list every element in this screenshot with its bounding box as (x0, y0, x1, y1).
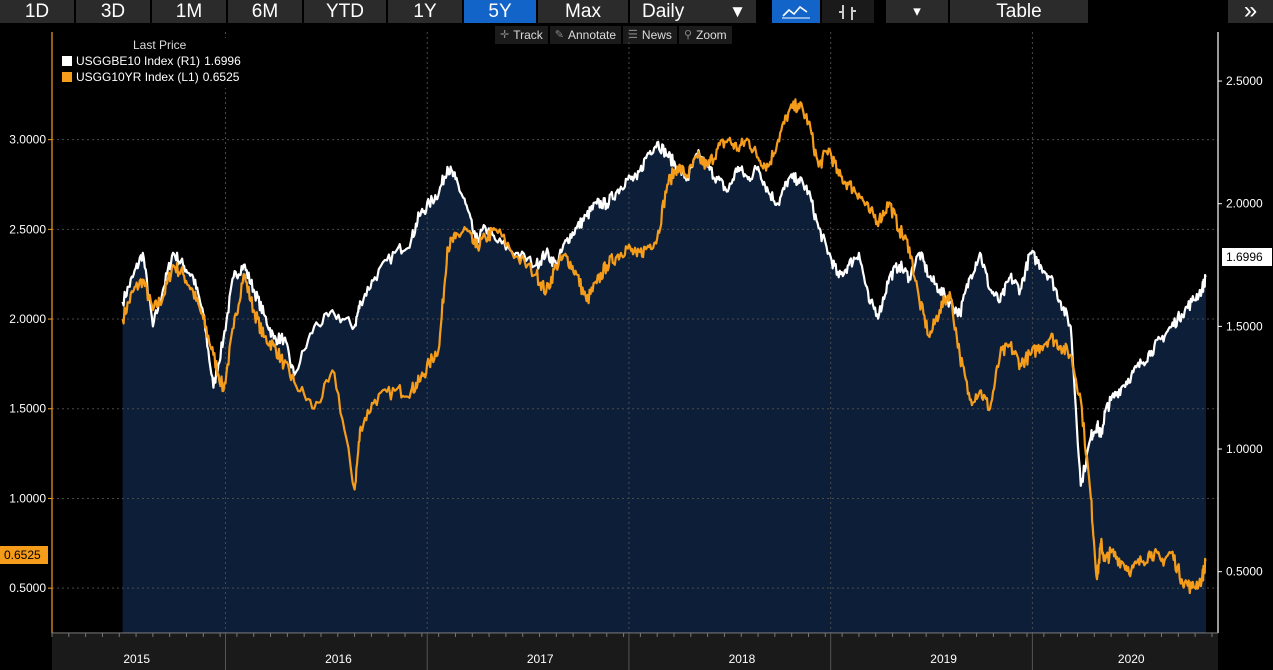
right-tick-label: 1.0000 (1226, 442, 1263, 456)
price-chart[interactable]: 3.0000 2.5000 2.0000 1.5000 1.0000 0.5000 2.50… (0, 24, 1273, 670)
left-tick-label: 2.5000 (9, 222, 46, 236)
series-line-usgg10yr[interactable] (121, 98, 1207, 595)
range-ytd-button[interactable]: YTD (304, 0, 386, 23)
legend-header: Last Price (133, 38, 187, 52)
legend-series-name: USGGBE10 Index (R1) (76, 53, 201, 68)
range-1d-button[interactable]: 1D (0, 0, 74, 23)
orange-swatch-icon (62, 71, 72, 82)
bar-chart-icon[interactable] (822, 0, 874, 23)
left-tick-label: 1.5000 (9, 402, 46, 416)
range-1y-button[interactable]: 1Y (388, 0, 462, 23)
x-tick-label: 2020 (1118, 652, 1145, 666)
x-tick-label: 2019 (930, 652, 957, 666)
annotate-label: Annotate (568, 28, 617, 42)
toolbar: 1D 3D 1M 6M YTD 1Y 5Y Max Daily ▼ ▾ Tabl… (0, 0, 1273, 24)
chart-menu-dropdown[interactable]: ▾ (886, 0, 948, 23)
chevron-down-icon: ▼ (729, 2, 746, 21)
zoom-label: Zoom (696, 28, 727, 42)
right-tick-label: 2.5000 (1226, 74, 1263, 88)
legend-item-breakeven[interactable]: USGGBE10 Index (R1) 1.6996 (62, 53, 241, 68)
pencil-icon: ✎ (554, 29, 564, 41)
annotate-button[interactable]: ✎ Annotate (549, 26, 622, 44)
line-chart-icon[interactable] (772, 0, 820, 23)
right-tick-label: 2.0000 (1226, 197, 1263, 211)
chart-subtools: ✛ Track ✎ Annotate ☰ News ⚲ Zoom (495, 26, 732, 44)
zoom-button[interactable]: ⚲ Zoom (678, 26, 732, 44)
white-swatch-icon (62, 55, 72, 66)
x-tick-label: 2018 (729, 652, 756, 666)
range-5y-button[interactable]: 5Y (464, 0, 536, 23)
frequency-label: Daily (642, 1, 685, 22)
legend-series-value: 0.6525 (202, 69, 240, 84)
chart-legend: Last Price USGGBE10 Index (R1) 1.6996 US… (58, 38, 266, 88)
table-button[interactable]: Table (950, 0, 1088, 23)
range-max-button[interactable]: Max (538, 0, 628, 23)
left-tick-label: 0.5000 (9, 581, 46, 595)
news-icon: ☰ (628, 29, 638, 41)
track-label: Track (513, 28, 543, 42)
crosshair-icon: ✛ (500, 29, 510, 41)
track-button[interactable]: ✛ Track (495, 26, 548, 44)
right-last-value-badge: 1.6996 (1222, 248, 1272, 266)
frequency-dropdown[interactable]: Daily ▼ (630, 0, 756, 23)
right-tick-label: 1.5000 (1226, 319, 1263, 333)
news-button[interactable]: ☰ News (623, 26, 677, 44)
range-3d-button[interactable]: 3D (76, 0, 150, 23)
legend-series-name: USGG10YR Index (L1) (76, 69, 199, 84)
left-last-value-badge: 0.6525 (0, 546, 48, 564)
legend-series-value: 1.6996 (204, 53, 241, 68)
x-tick-label: 2015 (123, 652, 150, 666)
left-tick-label: 3.0000 (9, 133, 46, 147)
range-6m-button[interactable]: 6M (228, 0, 302, 23)
news-label: News (641, 28, 672, 42)
x-axis-band (52, 634, 1218, 670)
left-tick-label: 2.0000 (9, 312, 46, 326)
magnifier-icon: ⚲ (683, 29, 692, 41)
range-1m-button[interactable]: 1M (152, 0, 226, 23)
left-tick-label: 1.0000 (9, 491, 46, 505)
x-tick-label: 2017 (527, 652, 554, 666)
right-tick-label: 0.5000 (1226, 565, 1263, 579)
breakeven-area (122, 141, 1206, 633)
caret-down-icon: ▾ (913, 3, 921, 20)
more-icon[interactable]: » (1228, 0, 1273, 23)
legend-item-yield[interactable]: USGG10YR Index (L1) 0.6525 (62, 69, 239, 84)
x-tick-label: 2016 (325, 652, 352, 666)
